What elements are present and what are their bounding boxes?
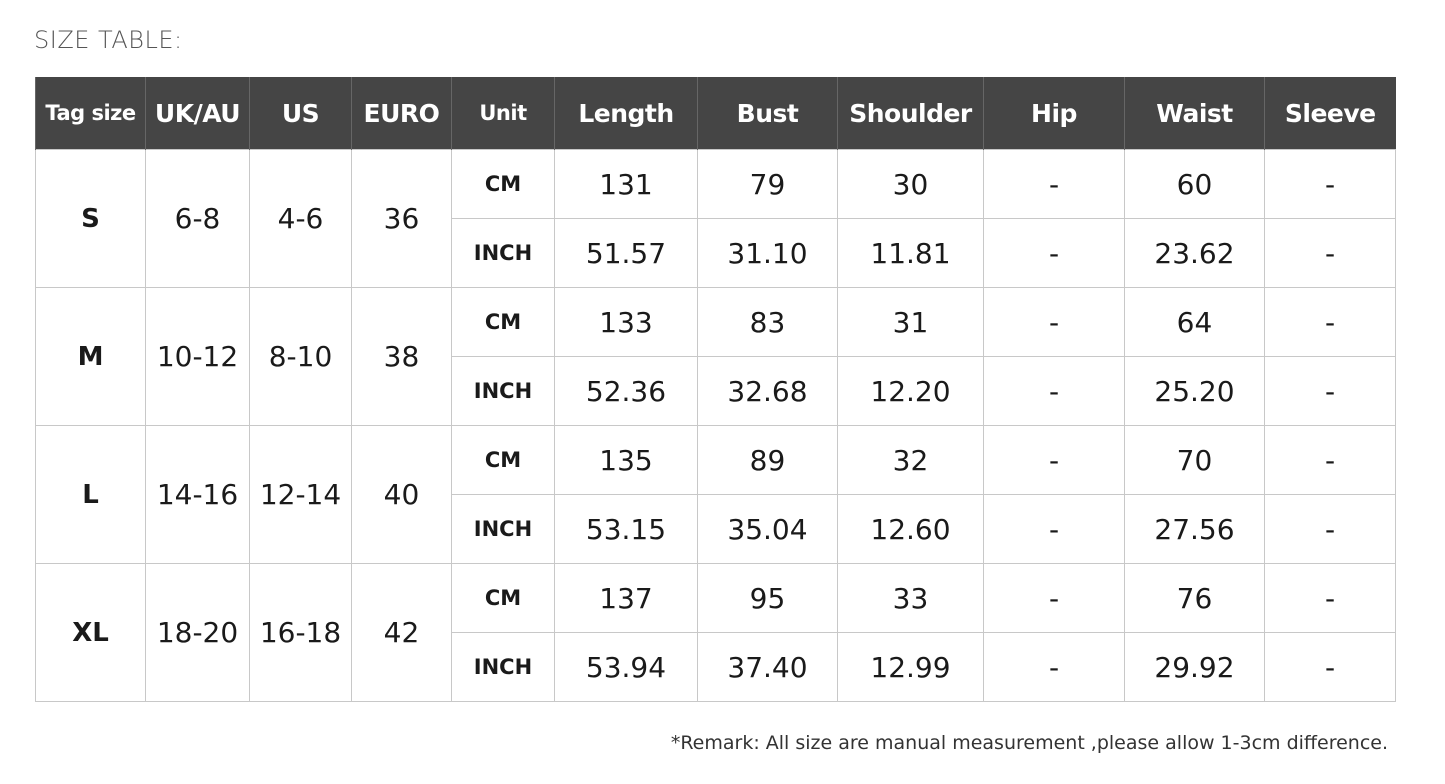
measurement-cell: 33: [837, 563, 984, 633]
measurement-cell: 83: [697, 287, 838, 357]
table-row: INCH 52.36 32.68 12.20-25.20-: [36, 356, 1396, 426]
measurement-cell: -: [1264, 356, 1396, 426]
uk-au-cell: 6-8: [145, 149, 250, 288]
measurement-cell: 30: [837, 149, 984, 219]
euro-cell: 38: [351, 287, 452, 426]
unit-cell: INCH: [451, 356, 555, 426]
table-row: INCH 53.94 37.40 12.99-29.92-: [36, 632, 1396, 702]
measurement-cell: -: [1264, 632, 1396, 702]
unit-cell: INCH: [451, 494, 555, 564]
measurement-cell: 131: [554, 149, 698, 219]
measurement-cell: -: [983, 218, 1125, 288]
euro-cell: 40: [351, 425, 452, 564]
column-header: EURO: [351, 77, 452, 150]
measurement-cell: 79: [697, 149, 838, 219]
uk-au-cell: 18-20: [145, 563, 250, 702]
measurement-cell: -: [983, 356, 1125, 426]
table-row: S 6-8 4-6 36 CM 131 79 30-60-: [35, 149, 1396, 288]
column-header: Waist: [1124, 77, 1265, 150]
measurement-cell: 137: [554, 563, 698, 633]
measurement-cell: 12.99: [837, 632, 984, 702]
unit-cell: INCH: [451, 218, 555, 288]
us-cell: 4-6: [249, 149, 352, 288]
tag-size-cell: S: [35, 149, 146, 288]
measurement-cell: 31.10: [697, 218, 838, 288]
measurement-cell: 32.68: [697, 356, 838, 426]
measurement-cell: 51.57: [554, 218, 698, 288]
measurement-cell: 135: [554, 425, 698, 495]
measurement-cell: 11.81: [837, 218, 984, 288]
measurement-cell: -: [1264, 494, 1396, 564]
measurement-cell: 70: [1124, 425, 1265, 495]
unit-cell: INCH: [451, 632, 555, 702]
remark-note: *Remark: All size are manual measurement…: [670, 732, 1388, 754]
measurement-cell: 52.36: [554, 356, 698, 426]
column-header: UK/AU: [145, 77, 250, 150]
measurement-cell: 133: [554, 287, 698, 357]
header-row: Tag size UK/AU US EURO Unit Length Bust Shoulde…: [35, 77, 1396, 150]
measurement-cell: -: [1264, 287, 1396, 357]
measurement-cell: 32: [837, 425, 984, 495]
column-header: Length: [554, 77, 698, 150]
us-cell: 12-14: [249, 425, 352, 564]
measurement-cell: 37.40: [697, 632, 838, 702]
us-cell: 16-18: [249, 563, 352, 702]
measurement-cell: -: [983, 632, 1125, 702]
page-title: SIZE TABLE:: [34, 26, 183, 54]
measurement-cell: 31: [837, 287, 984, 357]
column-header: Shoulder: [837, 77, 984, 150]
tag-size-cell: L: [35, 425, 146, 564]
column-header: US: [249, 77, 352, 150]
measurement-cell: -: [983, 149, 1125, 219]
column-header: Tag size: [35, 77, 146, 150]
euro-cell: 36: [351, 149, 452, 288]
measurement-cell: 89: [697, 425, 838, 495]
measurement-cell: -: [1264, 563, 1396, 633]
measurement-cell: 25.20: [1124, 356, 1265, 426]
measurement-cell: 64: [1124, 287, 1265, 357]
column-header: Sleeve: [1264, 77, 1396, 150]
measurement-cell: -: [983, 287, 1125, 357]
measurement-cell: 76: [1124, 563, 1265, 633]
uk-au-cell: 14-16: [145, 425, 250, 564]
unit-cell: CM: [451, 563, 555, 633]
measurement-cell: -: [983, 494, 1125, 564]
measurement-cell: -: [1264, 218, 1396, 288]
measurement-cell: 27.56: [1124, 494, 1265, 564]
unit-cell: CM: [451, 149, 555, 219]
size-table: Tag size UK/AU US EURO Unit Length Bust Shoulde…: [35, 77, 1396, 702]
measurement-cell: 12.60: [837, 494, 984, 564]
unit-cell: CM: [451, 425, 555, 495]
measurement-cell: 60: [1124, 149, 1265, 219]
measurement-cell: 35.04: [697, 494, 838, 564]
euro-cell: 42: [351, 563, 452, 702]
measurement-cell: 53.94: [554, 632, 698, 702]
measurement-cell: -: [1264, 149, 1396, 219]
measurement-cell: -: [1264, 425, 1396, 495]
us-cell: 8-10: [249, 287, 352, 426]
table-row: XL 18-20 16-18 42 CM 137 95 33-76-: [35, 563, 1396, 702]
table-row: INCH 53.15 35.04 12.60-27.56-: [36, 494, 1396, 564]
column-header: Hip: [983, 77, 1125, 150]
measurement-cell: -: [983, 563, 1125, 633]
table-row: L 14-16 12-14 40 CM 135 89 32-70-: [35, 425, 1396, 564]
measurement-cell: 23.62: [1124, 218, 1265, 288]
unit-cell: CM: [451, 287, 555, 357]
uk-au-cell: 10-12: [145, 287, 250, 426]
measurement-cell: 53.15: [554, 494, 698, 564]
measurement-cell: -: [983, 425, 1125, 495]
table-row: M 10-12 8-10 38 CM 133 83 31-64-: [35, 287, 1396, 426]
column-header: Unit: [451, 77, 555, 150]
measurement-cell: 95: [697, 563, 838, 633]
tag-size-cell: XL: [35, 563, 146, 702]
measurement-cell: 29.92: [1124, 632, 1265, 702]
tag-size-cell: M: [35, 287, 146, 426]
measurement-cell: 12.20: [837, 356, 984, 426]
column-header: Bust: [697, 77, 838, 150]
